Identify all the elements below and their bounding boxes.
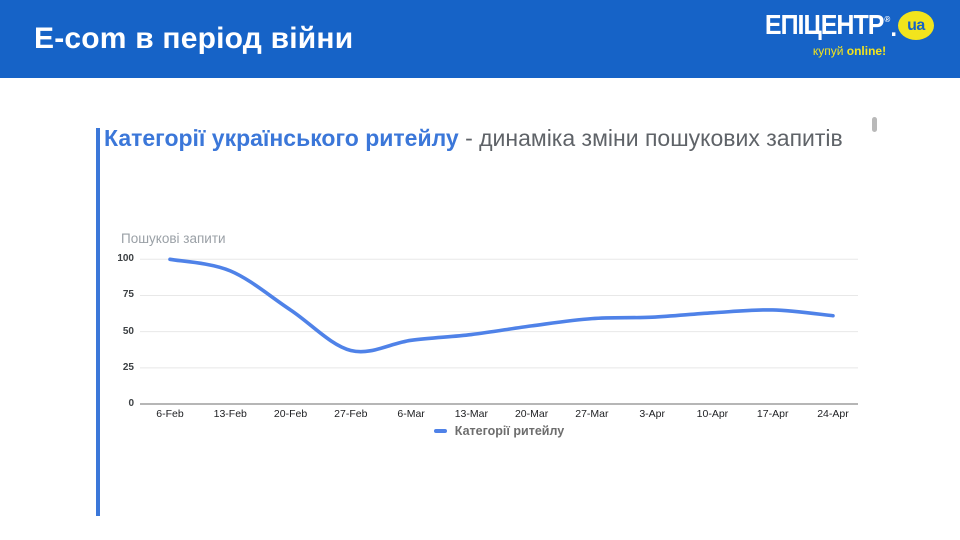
- y-axis-title: Пошукові запити: [121, 231, 226, 246]
- registered-mark-icon: ®: [884, 14, 891, 24]
- x-tick-label: 17-Apr: [756, 408, 789, 420]
- chart-title: Категорії українського ритейлу - динамік…: [104, 121, 872, 155]
- y-tick-label: 100: [117, 253, 134, 265]
- brand-tagline: купуй online!: [765, 45, 934, 57]
- legend-label: Категорії ритейлу: [454, 424, 565, 438]
- accent-bar: [96, 128, 100, 516]
- series-line: [168, 257, 835, 354]
- brand-logo-row: ЕПІЦЕНТР ®. ua: [765, 11, 934, 40]
- x-tick-label: 20-Feb: [273, 408, 308, 420]
- x-tick-label: 3-Apr: [639, 408, 665, 420]
- tld-badge: ua: [898, 11, 934, 40]
- chart-title-highlight: Категорії українського ритейлу: [104, 125, 459, 151]
- x-tick-label: 13-Mar: [454, 408, 488, 420]
- y-tick-label: 50: [122, 325, 134, 337]
- chart-legend: Категорії ритейлу: [140, 423, 858, 439]
- scrollbar-fragment: [872, 117, 877, 132]
- tagline-bold: online!: [846, 44, 887, 58]
- y-axis-labels: 0 25 50 75 100: [96, 252, 134, 412]
- legend-line-marker: [433, 429, 447, 433]
- tagline-regular: купуй: [812, 44, 847, 58]
- x-tick-label: 27-Mar: [575, 408, 609, 420]
- x-tick-label: 27-Feb: [334, 408, 368, 420]
- y-tick-label: 0: [128, 398, 134, 409]
- x-tick-label: 13-Feb: [213, 408, 247, 420]
- brand-name: ЕПІЦЕНТР: [764, 9, 885, 41]
- brand-dot: .: [890, 14, 897, 42]
- line-chart: [140, 257, 858, 405]
- chart-title-rest: - динаміка зміни пошукових запитів: [458, 125, 843, 151]
- y-tick-label: 75: [122, 289, 134, 301]
- y-tick-label: 25: [122, 361, 134, 373]
- x-tick-label: 24-Apr: [817, 408, 849, 420]
- x-tick-label: 10-Apr: [696, 408, 729, 420]
- x-tick-label: 20-Mar: [514, 408, 549, 420]
- brand-logo: ЕПІЦЕНТР ®. ua купуй online!: [765, 11, 934, 57]
- header-bar: E-com в період війни ЕПІЦЕНТР ®. ua купуй …: [0, 0, 960, 78]
- x-tick-label: 6-Mar: [397, 408, 425, 420]
- x-tick-label: 6-Feb: [156, 408, 184, 420]
- slide-title: E-com в період війни: [34, 22, 354, 55]
- x-axis-labels: 6-Feb 13-Feb 20-Feb 27-Feb 6-Mar 13-Mar 20-Mar…: [140, 408, 858, 422]
